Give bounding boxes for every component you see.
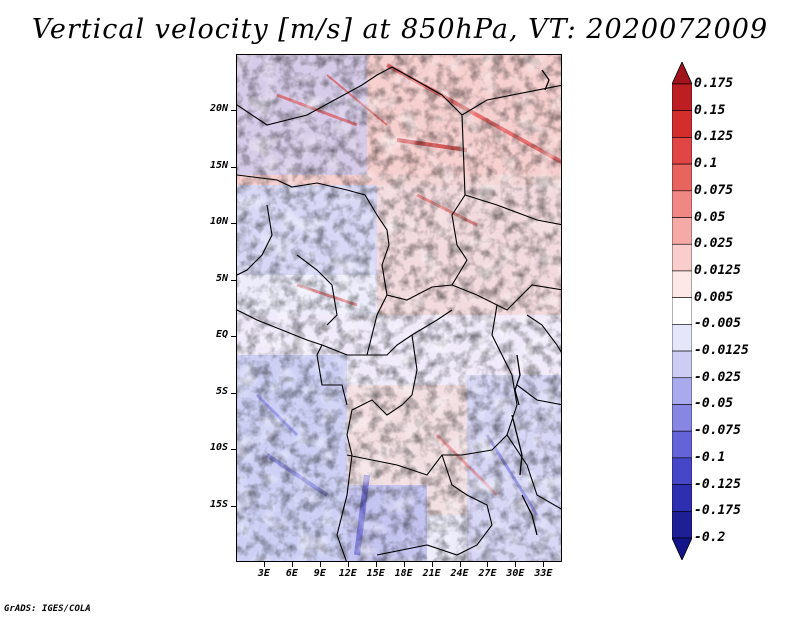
- colorbar-segment: [672, 377, 692, 405]
- colorbar-segment: [672, 404, 692, 432]
- colorbar-label: 0.15: [694, 102, 726, 118]
- lon-tick-mark: [515, 562, 517, 567]
- lon-tick-mark: [403, 562, 405, 567]
- colorbar-label: -0.175: [694, 503, 741, 519]
- lat-tick-label: 20N: [209, 103, 228, 115]
- colorbar-label: -0.125: [694, 476, 741, 492]
- lon-tick-label: 27E: [478, 568, 497, 579]
- lat-tick-mark: [231, 110, 236, 112]
- lon-tick-label: 15E: [366, 568, 385, 579]
- colorbar-label: -0.0125: [694, 343, 749, 359]
- lon-tick-mark: [347, 562, 349, 567]
- colorbar-segment: [672, 163, 692, 192]
- colorbar-label: -0.05: [694, 396, 734, 412]
- colorbar-label: 0.005: [694, 289, 734, 305]
- colorbar-label: 0.125: [694, 129, 734, 145]
- colorbar-segment: [672, 430, 692, 459]
- lon-tick-label: 9E: [313, 568, 326, 579]
- colorbar-segment: [672, 217, 692, 245]
- lat-tick-mark: [231, 392, 236, 394]
- lon-tick-label: 30E: [506, 568, 525, 579]
- velocity-field: [237, 55, 561, 561]
- lon-tick-label: 21E: [422, 568, 441, 579]
- grads-credit: GrADS: IGES/COLA: [4, 604, 91, 614]
- colorbar-segment: [672, 484, 692, 512]
- lon-tick-label: 6E: [285, 568, 298, 579]
- lat-tick-mark: [231, 166, 236, 168]
- lon-tick-mark: [319, 562, 321, 567]
- colorbar-label: -0.2: [694, 530, 726, 545]
- lat-tick-label: 10N: [209, 216, 228, 228]
- colorbar-label: -0.075: [694, 423, 741, 439]
- colorbar-max-arrow: [672, 62, 692, 85]
- colorbar-min-arrow: [672, 537, 692, 560]
- colorbar-segment: [672, 324, 692, 352]
- colorbar-segment: [672, 510, 692, 539]
- colorbar-segment: [672, 243, 692, 272]
- lon-tick-mark: [375, 562, 377, 567]
- lat-tick-label: 5N: [215, 272, 228, 284]
- colorbar-label: 0.1: [694, 156, 718, 172]
- colorbar-segment: [672, 457, 692, 485]
- colorbar-label: -0.005: [694, 316, 741, 332]
- colorbar-segment: [672, 110, 692, 138]
- colorbar-segment: [672, 270, 692, 298]
- lon-tick-label: 18E: [394, 568, 413, 579]
- lon-tick-mark: [263, 562, 265, 567]
- lat-tick-mark: [231, 505, 236, 507]
- colorbar-segment: [672, 83, 692, 112]
- map-panel: [236, 54, 562, 562]
- lat-tick-mark: [231, 336, 236, 338]
- map-title: Vertical velocity [m/s] at 850hPa, VT: 2…: [31, 14, 769, 45]
- colorbar-label: -0.025: [694, 369, 741, 385]
- colorbar-label: 0.0125: [694, 262, 741, 278]
- lon-tick-label: 33E: [534, 568, 553, 579]
- colorbar: [672, 62, 692, 560]
- colorbar-label: -0.1: [694, 449, 726, 465]
- lon-tick-mark: [291, 562, 293, 567]
- colorbar-label: 0.175: [694, 76, 734, 91]
- lat-tick-label: EQ: [215, 329, 228, 341]
- lat-tick-mark: [231, 279, 236, 281]
- lon-tick-mark: [431, 562, 433, 567]
- colorbar-label: 0.025: [694, 236, 734, 252]
- colorbar-label: 0.05: [694, 209, 726, 225]
- lat-tick-label: 10S: [209, 442, 228, 454]
- colorbar-segment: [672, 350, 692, 379]
- colorbar-segment: [672, 137, 692, 165]
- colorbar-segment: [672, 190, 692, 218]
- lon-tick-label: 12E: [338, 568, 357, 579]
- lat-tick-label: 15S: [209, 498, 228, 510]
- lon-tick-mark: [543, 562, 545, 567]
- lat-tick-label: 15N: [209, 159, 228, 171]
- lon-tick-mark: [487, 562, 489, 567]
- lat-tick-mark: [231, 449, 236, 451]
- lon-tick-label: 3E: [257, 568, 270, 579]
- lon-tick-mark: [459, 562, 461, 567]
- colorbar-segment: [672, 297, 692, 325]
- lat-tick-label: 5S: [215, 385, 228, 397]
- colorbar-label: 0.075: [694, 182, 734, 198]
- lon-tick-label: 24E: [450, 568, 469, 579]
- lat-tick-mark: [231, 223, 236, 225]
